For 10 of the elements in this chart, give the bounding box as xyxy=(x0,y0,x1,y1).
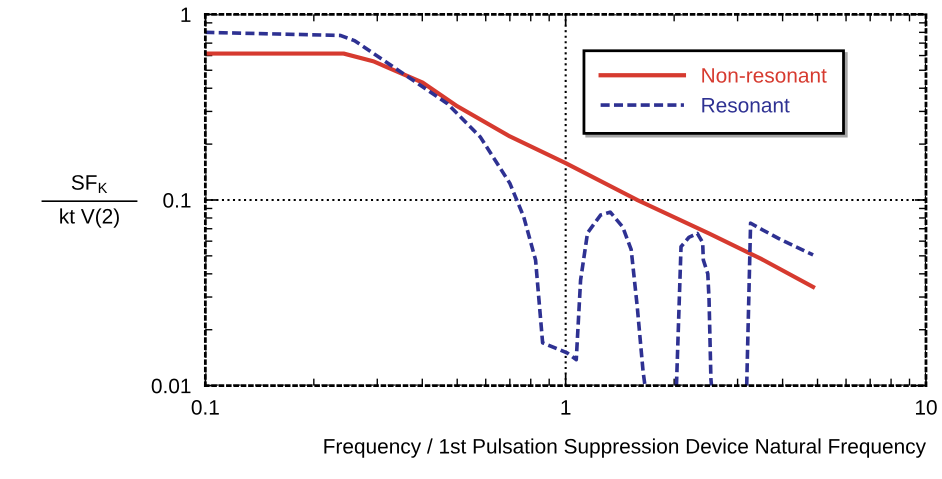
x-tick-label: 0.1 xyxy=(192,400,219,415)
legend-label: Non-resonant xyxy=(702,68,827,83)
y-tick-label: 1 xyxy=(181,8,190,22)
y-tick-label: 0.01 xyxy=(152,378,190,394)
legend-label: Resonant xyxy=(702,98,790,113)
x-axis-title: Frequency / 1st Pulsation Suppression Device Natural Frequency xyxy=(324,438,926,458)
x-tick-label: 10 xyxy=(916,400,937,415)
y-tick-label: 0.1 xyxy=(163,192,190,208)
x-tick-label: 1 xyxy=(561,400,570,415)
y-axis-title: SF$_{K}$ kt V(2) xyxy=(60,175,119,228)
